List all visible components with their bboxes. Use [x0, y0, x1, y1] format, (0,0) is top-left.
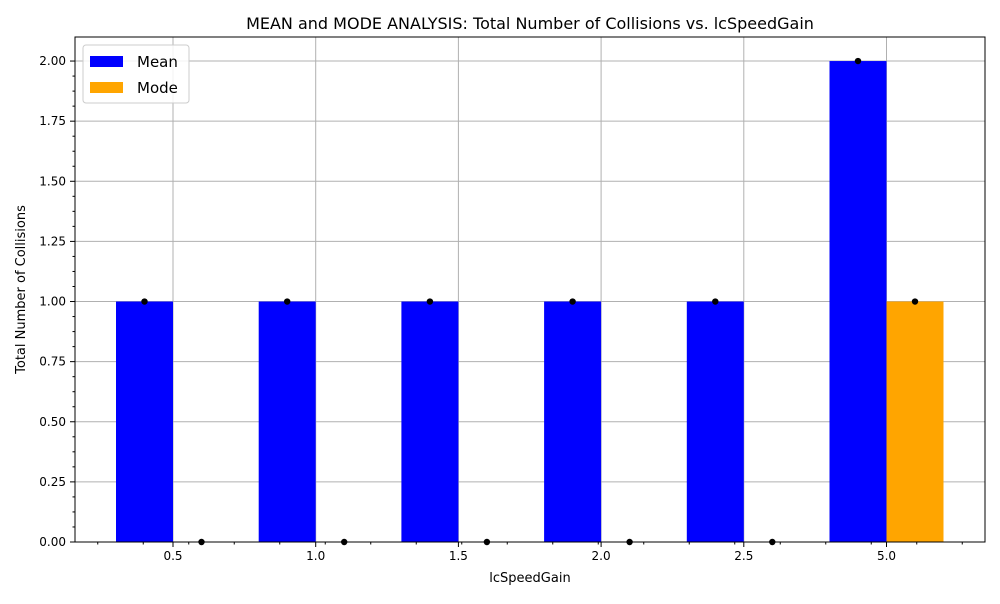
y-tick-label: 0.25 — [39, 475, 66, 489]
x-tick-label: 2.5 — [734, 549, 753, 563]
marker-mode — [911, 298, 919, 305]
chart-title: MEAN and MODE ANALYSIS: Total Number of … — [246, 14, 814, 33]
legend-swatch-mean — [90, 56, 123, 67]
marker-mean — [141, 298, 148, 305]
bar-mode — [886, 301, 944, 542]
y-tick-label: 1.25 — [39, 234, 66, 248]
marker-mean — [569, 298, 576, 305]
marker-mean — [284, 298, 291, 305]
y-tick-label: 1.50 — [39, 174, 66, 188]
bar-mean — [116, 301, 173, 542]
y-axis-label: Total Number of Collisions — [14, 205, 29, 375]
x-tick-label: 0.5 — [163, 549, 182, 563]
y-tick-label: 2.00 — [39, 54, 66, 68]
plot-frame — [74, 36, 986, 543]
bar-mean — [544, 301, 602, 542]
legend-label-mode: Mode — [137, 79, 178, 97]
legend-swatch-mode — [90, 82, 123, 93]
legend-label-mean: Mean — [137, 53, 178, 71]
axis-ticks: 0.00 0.25 0.50 0.75 1.00 1.25 1.50 1.75 2.00 0.5 1… — [39, 54, 963, 563]
marker-mean — [854, 57, 862, 65]
y-tick-label: 1.75 — [39, 114, 66, 128]
x-tick-label: 2.0 — [592, 549, 611, 563]
bar-mean — [258, 301, 316, 542]
x-axis-label: lcSpeedGain — [489, 571, 570, 586]
x-tick-label: 1.5 — [449, 549, 468, 563]
y-tick-label: 1.00 — [39, 295, 66, 309]
marker-mean — [426, 298, 434, 305]
bar-mean — [686, 301, 744, 542]
bar-mean — [829, 61, 887, 543]
y-tick-label: 0.75 — [39, 355, 66, 369]
x-tick-label: 5.0 — [877, 549, 896, 563]
bars-group — [116, 61, 944, 543]
bar-mean — [401, 301, 459, 542]
legend: Mean Mode — [82, 44, 190, 104]
x-tick-label: 1.0 — [306, 549, 325, 563]
marker-mean — [712, 298, 719, 305]
y-tick-label: 0.00 — [39, 535, 66, 549]
y-tick-label: 0.50 — [39, 415, 66, 429]
